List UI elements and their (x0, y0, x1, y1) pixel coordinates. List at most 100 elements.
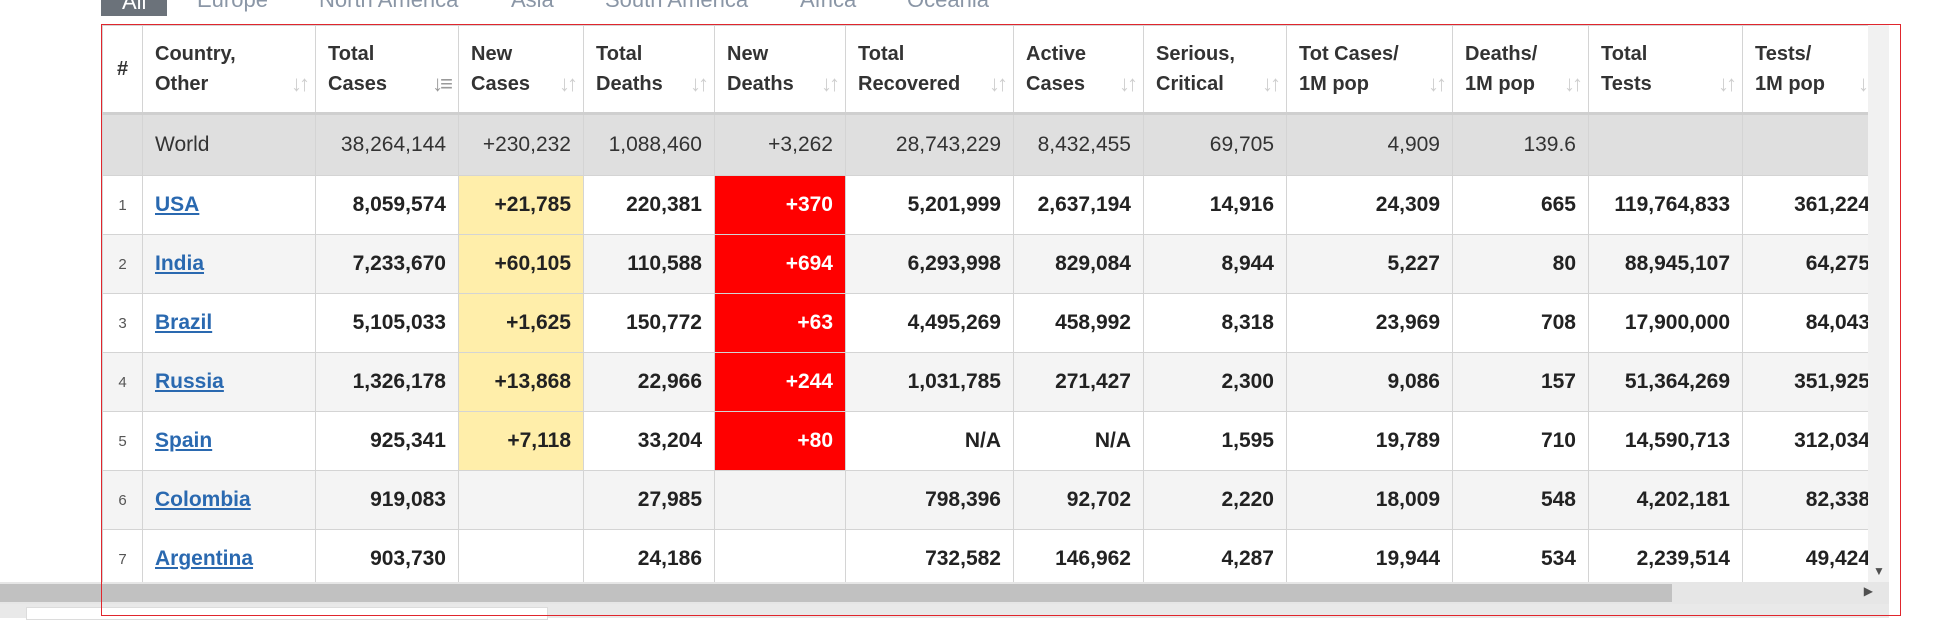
new-deaths-cell: +370 (714, 175, 846, 235)
serious-critical-cell: 4,287 (1143, 529, 1287, 582)
header-deaths-per-million[interactable]: Deaths/1M pop ↓↑ (1452, 25, 1589, 115)
serious-critical-cell: 1,595 (1143, 411, 1287, 471)
total-tests-cell: 51,364,269 (1588, 352, 1743, 412)
header-active-cases[interactable]: Active Cases ↓↑ (1013, 25, 1144, 115)
total-cases-cell: 8,059,574 (315, 175, 459, 235)
total-cases-cell: 7,233,670 (315, 234, 459, 294)
serious-critical-cell: 69,705 (1143, 113, 1287, 176)
tab-oceania[interactable]: Oceania (907, 0, 989, 13)
cases-per-million-cell: 19,789 (1286, 411, 1453, 471)
new-deaths-cell: +63 (714, 293, 846, 353)
active-cases-cell: 829,084 (1013, 234, 1144, 294)
cases-per-million-cell: 19,944 (1286, 529, 1453, 582)
table-row: 1 USA 8,059,574 +21,785 220,381 +370 5,201,999… (102, 175, 1868, 235)
new-cases-cell: +230,232 (458, 113, 584, 176)
table-row: 4 Russia 1,326,178 +13,868 22,966 +244 1,031,7… (102, 352, 1868, 412)
total-cases-cell: 925,341 (315, 411, 459, 471)
new-cases-cell: +13,868 (458, 352, 584, 412)
rank-cell (102, 113, 143, 176)
deaths-per-million-cell: 534 (1452, 529, 1589, 582)
active-cases-cell: 458,992 (1013, 293, 1144, 353)
deaths-per-million-cell: 139.6 (1452, 113, 1589, 176)
rank-cell: 4 (102, 352, 143, 412)
header-total-cases[interactable]: Total Cases ↓≡ (315, 25, 459, 115)
cases-per-million-cell: 4,909 (1286, 113, 1453, 176)
new-cases-cell: +60,105 (458, 234, 584, 294)
new-deaths-cell (714, 470, 846, 530)
sort-arrows-icon[interactable]: ↓↑ (1119, 71, 1138, 96)
total-deaths-cell: 27,985 (583, 470, 715, 530)
serious-critical-cell: 8,318 (1143, 293, 1287, 353)
table-row: 7 Argentina 903,730 24,186 732,582 146,962 4,2… (102, 529, 1868, 582)
table-row: 5 Spain 925,341 +7,118 33,204 +80 N/A N/A 1,595 1… (102, 411, 1868, 471)
country-rows: 1 USA 8,059,574 +21,785 220,381 +370 5,201,999… (102, 175, 1868, 582)
new-cases-cell: +7,118 (458, 411, 584, 471)
total-recovered-cell: 5,201,999 (845, 175, 1014, 235)
total-deaths-cell: 24,186 (583, 529, 715, 582)
total-cases-cell: 38,264,144 (315, 113, 459, 176)
header-new-cases[interactable]: New Cases ↓↑ (458, 25, 584, 115)
sort-arrows-icon[interactable]: ↓↑ (291, 71, 310, 96)
total-tests-cell: 119,764,833 (1588, 175, 1743, 235)
cases-per-million-cell: 5,227 (1286, 234, 1453, 294)
tab-africa[interactable]: Africa (800, 0, 856, 13)
country-link[interactable]: Spain (155, 429, 213, 452)
tab-all[interactable]: All (101, 0, 168, 16)
header-tests-per-million[interactable]: Tests/1M pop↓↑ (1742, 25, 1868, 115)
total-tests-cell: 4,202,181 (1588, 470, 1743, 530)
sort-arrows-icon[interactable]: ↓↑ (1718, 71, 1737, 96)
total-cases-cell: 919,083 (315, 470, 459, 530)
rank-cell: 2 (102, 234, 143, 294)
tab-europe[interactable]: Europe (197, 0, 268, 13)
country-link[interactable]: Argentina (155, 547, 254, 570)
vertical-scrollbar[interactable]: ▼ (1868, 25, 1889, 582)
serious-critical-cell: 2,220 (1143, 470, 1287, 530)
sort-arrows-icon[interactable]: ↓↑ (690, 71, 709, 96)
horizontal-scrollbar-thumb[interactable] (0, 584, 1672, 602)
rank-cell: 7 (102, 529, 143, 582)
tab-south-america[interactable]: South America (605, 0, 748, 13)
total-deaths-cell: 22,966 (583, 352, 715, 412)
serious-critical-cell: 14,916 (1143, 175, 1287, 235)
header-cases-per-million[interactable]: Tot Cases/1M pop ↓↑ (1286, 25, 1453, 115)
tests-per-million-cell (1742, 113, 1868, 176)
sort-arrows-icon[interactable]: ↓↑ (821, 71, 840, 96)
tab-asia[interactable]: Asia (511, 0, 554, 13)
header-country[interactable]: Country, Other ↓↑ (142, 25, 316, 115)
tests-per-million-cell: 49,424 (1742, 529, 1868, 582)
sort-arrows-icon[interactable]: ↓↑ (1564, 71, 1583, 96)
header-total-tests[interactable]: Total Tests ↓↑ (1588, 25, 1743, 115)
header-serious-critical[interactable]: Serious, Critical ↓↑ (1143, 25, 1287, 115)
scroll-right-arrow-icon[interactable]: ▶ (1863, 584, 1873, 598)
serious-critical-cell: 2,300 (1143, 352, 1287, 412)
country-link[interactable]: Brazil (155, 311, 213, 334)
country-link[interactable]: India (155, 252, 205, 275)
sort-arrows-icon[interactable]: ↓↑ (559, 71, 578, 96)
sort-arrows-icon[interactable]: ↓↑ (1858, 71, 1868, 96)
tests-per-million-cell: 351,925 (1742, 352, 1868, 412)
header-total-deaths[interactable]: Total Deaths ↓↑ (583, 25, 715, 115)
covid-table-container: # Country, Other ↓↑ Total Cases ↓≡ New Cases ↓… (102, 25, 1868, 582)
total-cases-cell: 903,730 (315, 529, 459, 582)
new-cases-cell (458, 529, 584, 582)
sort-arrows-icon[interactable]: ↓↑ (989, 71, 1008, 96)
active-cases-cell: 8,432,455 (1013, 113, 1144, 176)
country-link[interactable]: Russia (155, 370, 224, 393)
header-new-deaths[interactable]: New Deaths ↓↑ (714, 25, 846, 115)
header-rank[interactable]: # (102, 25, 143, 115)
header-total-recovered[interactable]: Total Recovered ↓↑ (845, 25, 1014, 115)
tab-north-america[interactable]: North America (319, 0, 458, 13)
tests-per-million-cell: 82,338 (1742, 470, 1868, 530)
scroll-down-arrow-icon[interactable]: ▼ (1873, 564, 1885, 578)
total-tests-cell: 17,900,000 (1588, 293, 1743, 353)
country-link[interactable]: Colombia (155, 488, 251, 511)
total-recovered-cell: 1,031,785 (845, 352, 1014, 412)
sort-arrows-icon[interactable]: ↓↑ (1262, 71, 1281, 96)
sort-descending-icon[interactable]: ↓≡ (432, 71, 453, 96)
country-link[interactable]: USA (155, 193, 200, 216)
sort-arrows-icon[interactable]: ↓↑ (1428, 71, 1447, 96)
total-recovered-cell: 732,582 (845, 529, 1014, 582)
country-cell: USA (142, 175, 316, 235)
horizontal-scrollbar[interactable]: ▶ (0, 582, 1889, 604)
total-tests-cell: 2,239,514 (1588, 529, 1743, 582)
